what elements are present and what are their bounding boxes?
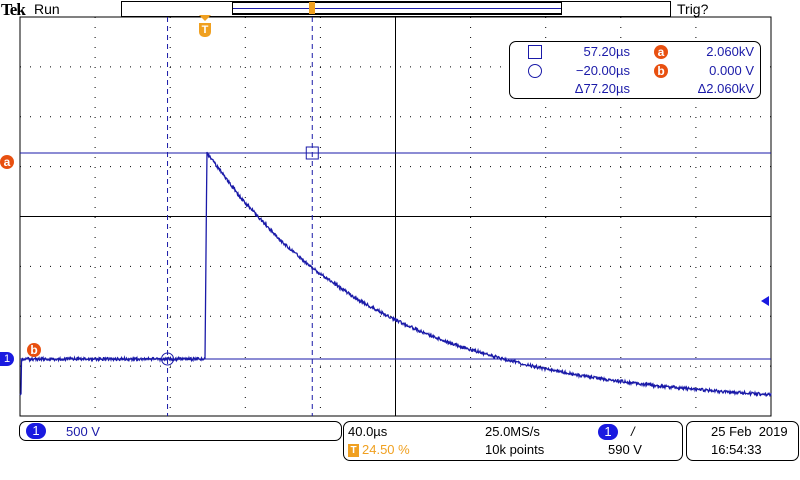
visible-window: [232, 1, 562, 15]
trigger-level-marker[interactable]: [761, 296, 769, 306]
cursor-a-badge: a: [654, 45, 668, 59]
date: 25 Feb 2019: [711, 424, 788, 439]
cursor1-value: 2.060kV: [706, 44, 754, 59]
trigger-position-icon: [309, 2, 315, 14]
trigger-position: 24.50 %: [362, 442, 410, 457]
trigger-slope-icon: /: [631, 424, 635, 439]
cursor2-value: 0.000 V: [709, 63, 754, 78]
cursor1-time: 57.20µs: [583, 44, 630, 59]
cursor2-time: −20.00µs: [575, 63, 630, 78]
ground-marker[interactable]: 1: [0, 352, 14, 366]
brand-logo: Tek: [1, 0, 26, 19]
datetime-panel: 25 Feb 2019 16:54:33: [686, 421, 799, 461]
delta-time: Δ77.20µs: [574, 81, 630, 96]
channel-1-badge: 1: [26, 423, 46, 439]
acquisition-status: Run: [34, 1, 60, 17]
trigger-status: Trig?: [677, 1, 709, 17]
trigger-level: 590 V: [608, 442, 642, 457]
cursor-a-marker[interactable]: a: [0, 155, 14, 169]
sample-rate: 25.0MS/s: [485, 424, 540, 439]
cursor-b-marker[interactable]: b: [27, 343, 41, 357]
waveform-display: [19, 16, 772, 417]
cursor-readout-panel: 57.20µs a 2.060kV −20.00µs b 0.000 V Δ77…: [509, 41, 761, 99]
trigger-position-icon: T: [348, 444, 359, 457]
circle-cursor-icon: [528, 64, 542, 78]
time: 16:54:33: [711, 442, 762, 457]
record-length: 10k points: [485, 442, 545, 457]
square-cursor-icon: [528, 45, 542, 59]
cursor-b-badge: b: [654, 64, 668, 78]
delta-value: Δ2.060kV: [697, 81, 754, 96]
horizontal-panel[interactable]: 40.0µs T 24.50 % 25.0MS/s 10k points 1 /…: [343, 421, 683, 461]
time-per-div: 40.0µs: [348, 424, 388, 439]
channel-scale: 500 V: [66, 424, 100, 439]
trigger-marker[interactable]: T: [199, 15, 212, 39]
channel-1-trace: [19, 151, 772, 398]
trigger-source-badge: 1: [598, 424, 618, 440]
square-cursor-marker: [305, 146, 319, 160]
channel-1-panel[interactable]: 1 500 V: [19, 421, 342, 441]
